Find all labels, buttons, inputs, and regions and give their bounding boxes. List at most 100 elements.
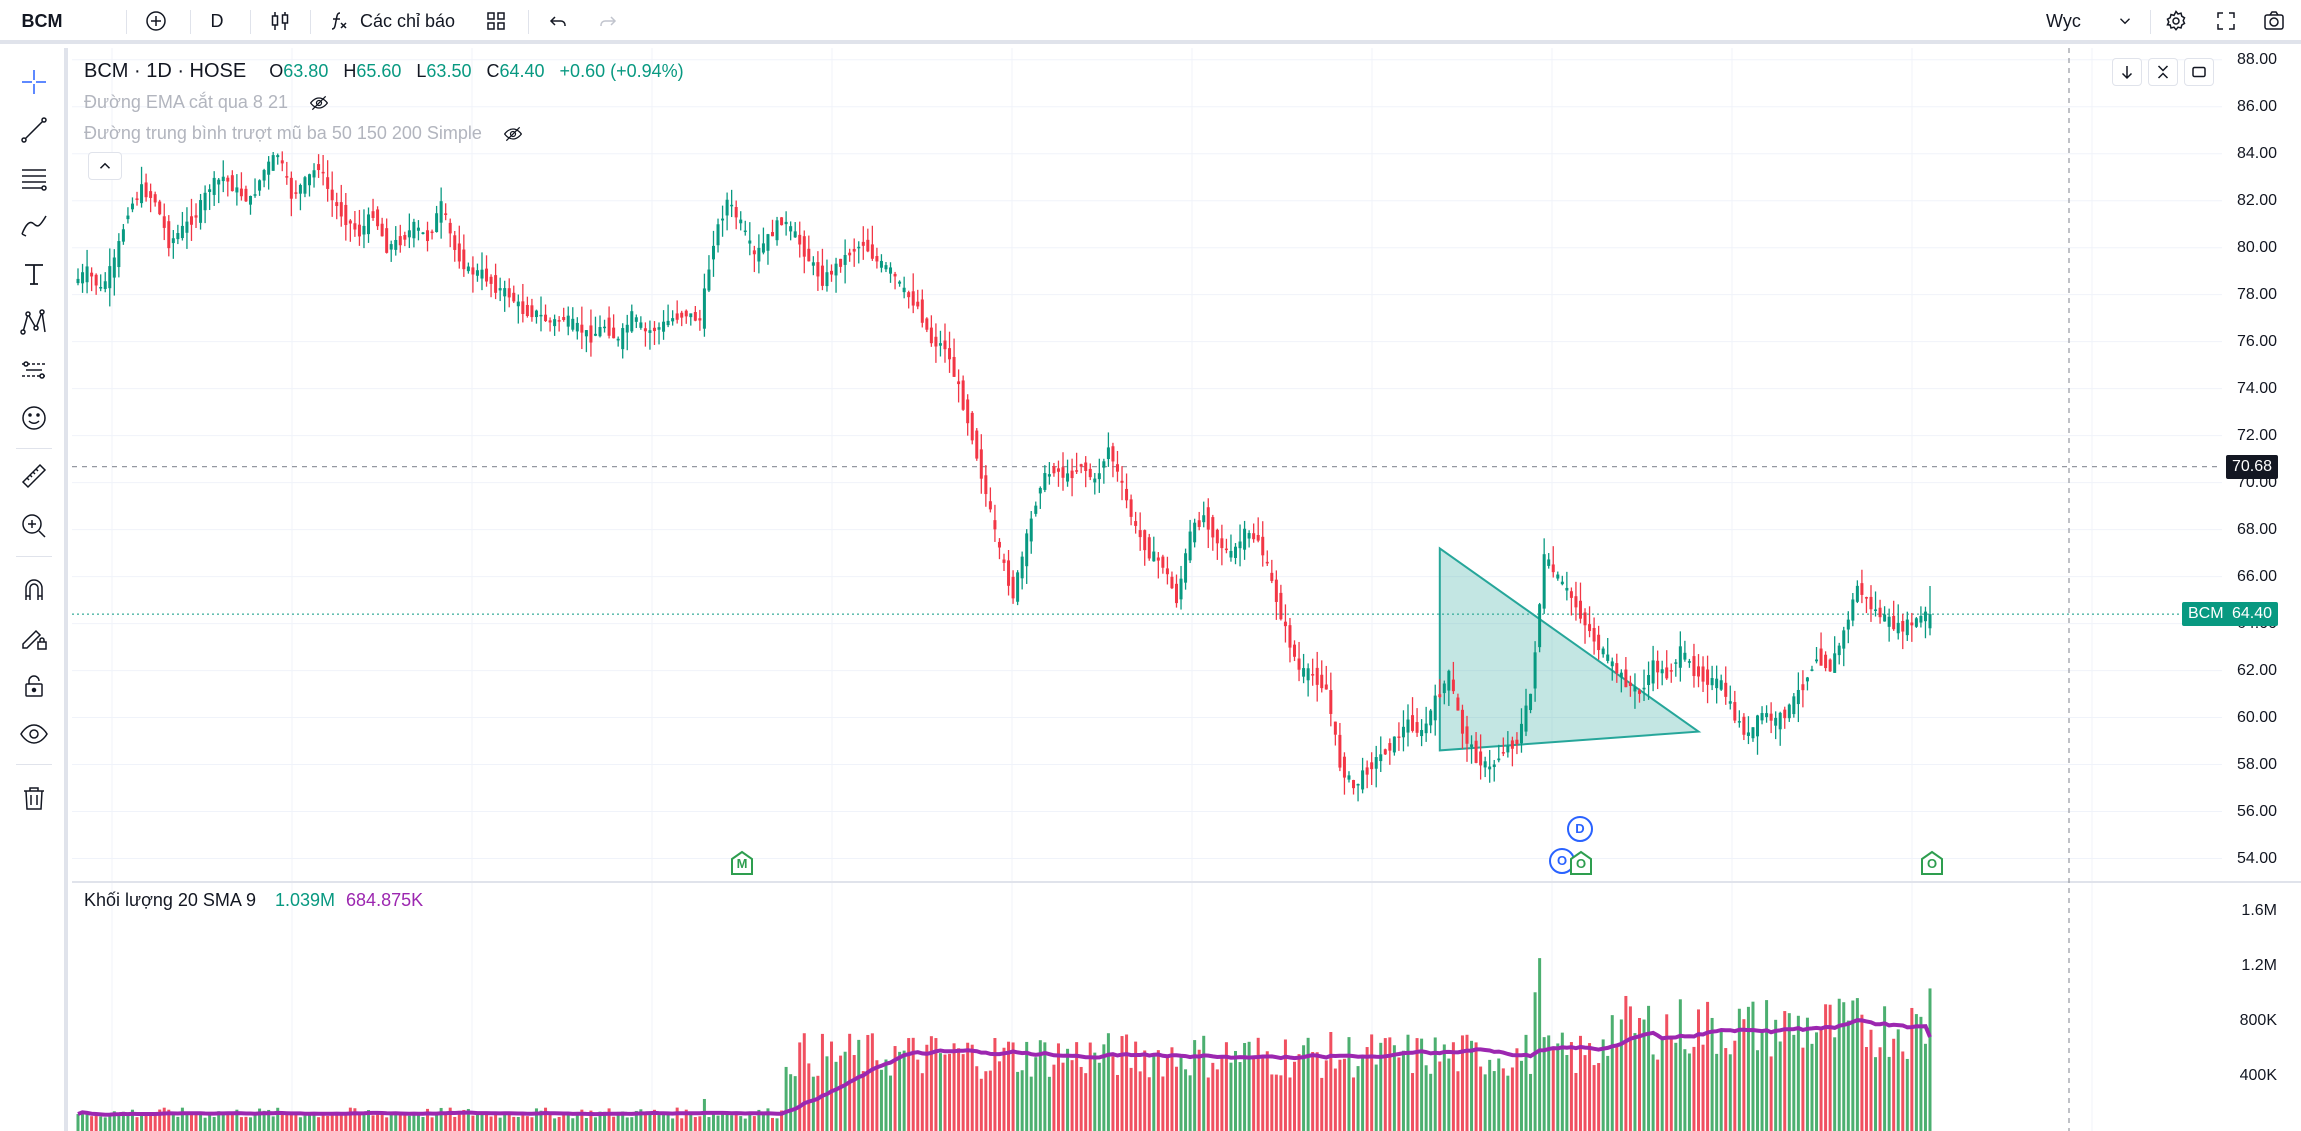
watchlist-dropdown[interactable]: Wyc <box>2040 0 2140 42</box>
interval-button[interactable]: D <box>202 0 232 42</box>
volume-bar <box>1828 1004 1832 1131</box>
settings-button[interactable] <box>2158 0 2194 42</box>
eye-hidden-icon[interactable] <box>501 124 525 144</box>
legend-title[interactable]: BCM · 1D · HOSE <box>84 60 247 82</box>
volume-bar <box>217 1111 221 1131</box>
volume-bar <box>1460 1035 1464 1131</box>
chart-type-button[interactable] <box>262 0 298 42</box>
layouts-button[interactable] <box>478 0 514 42</box>
brush-tool[interactable] <box>14 206 54 246</box>
candle-body <box>1887 616 1891 627</box>
hide-drawings-tool[interactable] <box>14 714 54 754</box>
zoom-tool[interactable] <box>14 506 54 546</box>
candle-body <box>353 223 357 230</box>
eye-icon <box>20 724 48 744</box>
volume-bar <box>789 1074 793 1131</box>
candle-body <box>1710 678 1714 686</box>
candle-body <box>130 203 134 210</box>
text-tool[interactable] <box>14 254 54 294</box>
candle-body <box>1828 659 1832 672</box>
candle-body <box>421 232 425 234</box>
volume-bar <box>857 1039 861 1131</box>
candle-body <box>643 328 647 332</box>
eye-hidden-icon[interactable] <box>307 93 331 113</box>
icons-tool[interactable] <box>14 398 54 438</box>
candle-body <box>1637 690 1641 694</box>
candle-body <box>308 174 311 186</box>
chart-canvas[interactable] <box>72 48 2301 1131</box>
collapse-legend-button[interactable] <box>88 152 122 180</box>
marker-o-label: O <box>1556 853 1568 868</box>
redo-button[interactable] <box>590 0 626 42</box>
chart-area[interactable]: BCM · 1D · HOSE O63.80 H65.60 L63.50 C64… <box>72 48 2301 1131</box>
lock-drawings-tool[interactable] <box>14 666 54 706</box>
forecast-tool[interactable] <box>14 350 54 390</box>
volume-bar <box>357 1112 361 1131</box>
triangle-pattern[interactable] <box>1438 546 1702 752</box>
maximize-pane-button[interactable] <box>2184 58 2214 86</box>
candle-body <box>1297 658 1301 670</box>
event-marker-o-house[interactable]: O <box>1920 850 1944 876</box>
volume-bar <box>1751 1001 1755 1131</box>
compare-symbol-button[interactable] <box>138 0 174 42</box>
pattern-tool[interactable] <box>14 302 54 342</box>
candle-body <box>1556 574 1560 579</box>
volume-bar <box>1678 999 1682 1131</box>
volume-bar <box>1706 1001 1710 1131</box>
volume-bar <box>1370 1034 1374 1131</box>
symbol-search-button[interactable]: BCM <box>12 0 72 42</box>
price-axis-label: 76.00 <box>2236 332 2277 350</box>
candle-body <box>1333 721 1337 735</box>
candle-body <box>1660 669 1664 674</box>
candle-body <box>1706 669 1710 685</box>
volume-bar <box>1479 1066 1483 1131</box>
volume-bar <box>739 1116 743 1131</box>
undo-button[interactable] <box>540 0 576 42</box>
volume-bar <box>870 1033 874 1131</box>
volume-bar <box>1651 1054 1655 1131</box>
candle-body <box>498 288 502 291</box>
candle-body <box>634 317 638 322</box>
candle-body <box>1383 749 1387 755</box>
fib-lines-icon <box>22 169 47 191</box>
candle-body <box>1147 537 1151 559</box>
candle-body <box>1547 559 1551 566</box>
interval-label: D <box>210 10 224 31</box>
indicators-button[interactable]: Các chỉ báo <box>326 0 462 42</box>
indicator-tema-legend[interactable]: Đường trung bình trượt mũ ba 50 150 200 … <box>84 123 525 144</box>
trend-line-tool[interactable] <box>14 110 54 150</box>
screenshot-button[interactable] <box>2256 0 2292 42</box>
change-value: +0.60 (+0.94%) <box>559 61 684 81</box>
candle-body <box>1515 739 1519 745</box>
candle-body <box>1787 704 1791 719</box>
fullscreen-button[interactable] <box>2208 0 2244 42</box>
magnet-tool[interactable] <box>14 570 54 610</box>
fib-tool[interactable] <box>14 158 54 198</box>
volume-bar <box>1088 1042 1092 1131</box>
volume-bar <box>512 1116 516 1131</box>
candle-body <box>1329 690 1333 714</box>
volume-bar <box>171 1114 175 1131</box>
volume-bar <box>1152 1053 1156 1131</box>
stay-in-drawing-tool[interactable] <box>14 618 54 658</box>
volume-legend[interactable]: Khối lượng 20 SMA 9 1.039M 684.875K <box>84 890 429 911</box>
remove-drawings-tool[interactable] <box>14 778 54 818</box>
event-marker-m[interactable]: M <box>730 850 754 876</box>
volume-bar <box>1769 1056 1773 1131</box>
candle-body <box>1184 553 1188 583</box>
volume-bar <box>1243 1043 1247 1131</box>
measure-tool[interactable] <box>14 456 54 496</box>
indicator-ema-legend[interactable]: Đường EMA cắt qua 8 21 <box>84 92 331 113</box>
move-pane-down-button[interactable] <box>2112 58 2142 86</box>
event-marker-o-house[interactable]: O <box>1569 850 1593 876</box>
collapse-pane-button[interactable] <box>2148 58 2178 86</box>
event-marker-d[interactable]: D <box>1567 816 1593 842</box>
candle-body <box>593 333 597 336</box>
volume-bar <box>221 1114 225 1131</box>
volume-bar <box>1415 1038 1419 1131</box>
crosshair-tool[interactable] <box>14 62 54 102</box>
candle-body <box>929 327 933 344</box>
volume-bar <box>975 1066 979 1131</box>
volume-bar <box>212 1116 216 1131</box>
candle-body <box>693 312 697 321</box>
